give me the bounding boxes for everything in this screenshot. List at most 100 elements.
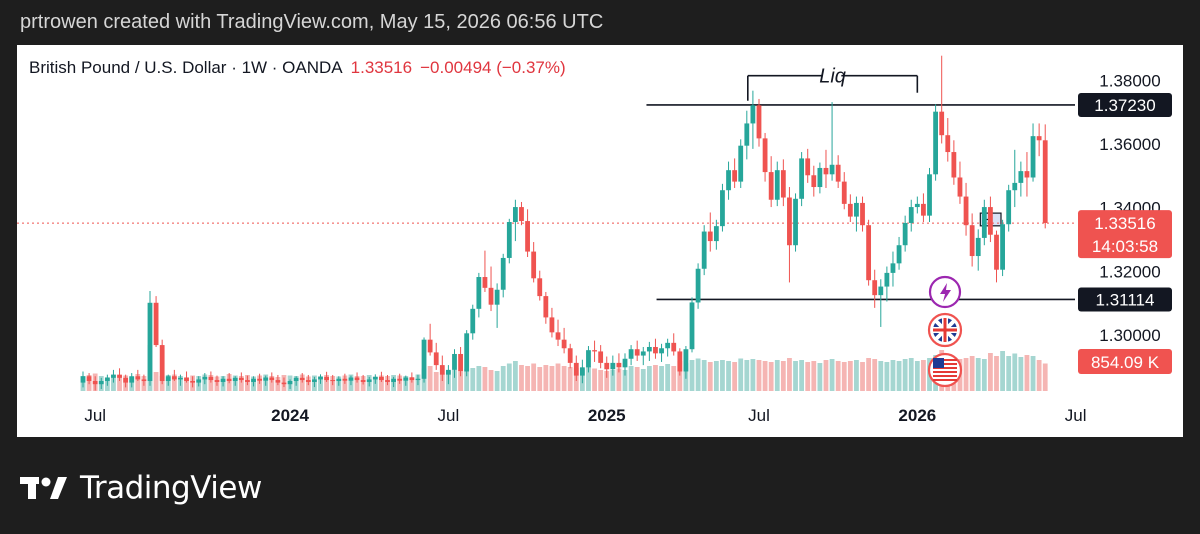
candle-body [184,377,189,382]
candle-body [190,381,196,383]
x-tick-label: Jul [1065,406,1087,425]
volume-bar [671,366,677,391]
volume-bar [512,361,518,391]
volume-bar [634,367,640,391]
candle-body [111,374,116,378]
us-flag-stripe [933,375,957,377]
candle-body [226,378,232,382]
candlestick-chart[interactable]: Liq 1.380001.360001.340001.320001.30000J… [17,45,1183,437]
tradingview-logo-icon [20,477,67,499]
x-tick-label: 2025 [588,406,626,425]
flash-icon-bolt [940,283,951,302]
volume-bar [732,362,738,391]
candle-body [287,381,293,385]
candle-body [305,380,311,382]
candle-body [805,158,811,176]
symbol-price: 1.33516 [350,58,413,77]
candle-body [446,369,451,375]
candle-body [458,353,463,372]
candle-body [689,302,695,350]
x-tick-label: 2024 [271,406,309,425]
candle-body [525,221,530,252]
candle-body [555,332,561,340]
candle-body [567,348,573,363]
volume-bar [646,366,652,391]
volume-bar [914,361,920,391]
candle-body [232,377,238,382]
volume-bar [379,375,384,391]
candle-body [500,257,506,290]
candle-body [695,268,701,303]
candle-body [634,349,640,356]
candle-body [202,376,208,380]
candle-body [847,203,853,217]
volume-bar [975,358,981,391]
candle-body [671,342,677,352]
candle-body [135,376,141,380]
candle-body [129,376,135,383]
last-price-text: 1.33516 [1094,214,1155,233]
volume-bar [452,370,457,391]
volume-bar [878,361,884,391]
candle-body [257,378,263,381]
volume-bar [1006,356,1012,391]
chart-panel[interactable]: Liq 1.38000 1.36000 1.34000 1.32000 1.30000 J… [17,45,1183,437]
volume-bar [525,366,530,391]
candle-body [933,111,938,175]
us-flag-stripe [933,371,957,373]
candle-body [415,378,421,381]
volume-bar [537,367,543,391]
candle-body [117,374,122,378]
candle-body [123,377,129,383]
candle-body [275,380,281,383]
volume-bar [117,376,122,391]
candle-body [324,376,329,381]
volume-bar [1018,357,1024,391]
symbol-change: −0.00494 (−0.37%) [420,58,566,77]
candle-body [348,377,354,381]
volume-bar [628,366,634,391]
candle-body [464,333,470,372]
volume-bar [860,362,865,391]
uk-flag-vred [943,318,947,342]
candle-body [1024,171,1030,178]
price-label-box [1078,287,1172,312]
candle-body [835,164,841,182]
volume-bar [1000,351,1005,391]
candle-body [750,105,756,124]
candle-body [178,377,183,380]
candle-body [659,348,664,354]
volume-bar [238,376,244,391]
candle-body [543,296,549,318]
volume-bar [1036,360,1042,391]
volume-bar [622,370,628,391]
volume-bar [409,377,415,391]
candle-body [640,351,646,356]
candle-body [403,377,409,381]
candle-body [245,380,250,382]
volume-bar [823,360,829,391]
candle-body [701,231,707,269]
volume-bar [744,360,750,391]
candle-body [238,377,244,381]
candle-body [707,231,713,242]
volume-bar [896,361,902,391]
candle-body [330,380,336,382]
candle-body [476,277,482,309]
annotation-layer: Liq [747,66,919,101]
volume-bar [969,356,975,391]
volume-bar [854,360,859,391]
candle-body [519,207,524,222]
volume-bar [592,368,597,391]
volume-bar [439,373,445,391]
candle-body [470,308,476,334]
candle-body [646,346,652,352]
candle-body [945,135,951,153]
volume-bar [354,376,360,391]
candle-body [281,382,287,385]
y-tick-label: 1.32000 [1099,262,1160,281]
candle-body [488,287,494,305]
volume-bar [171,374,177,391]
volume-bar [586,366,591,391]
